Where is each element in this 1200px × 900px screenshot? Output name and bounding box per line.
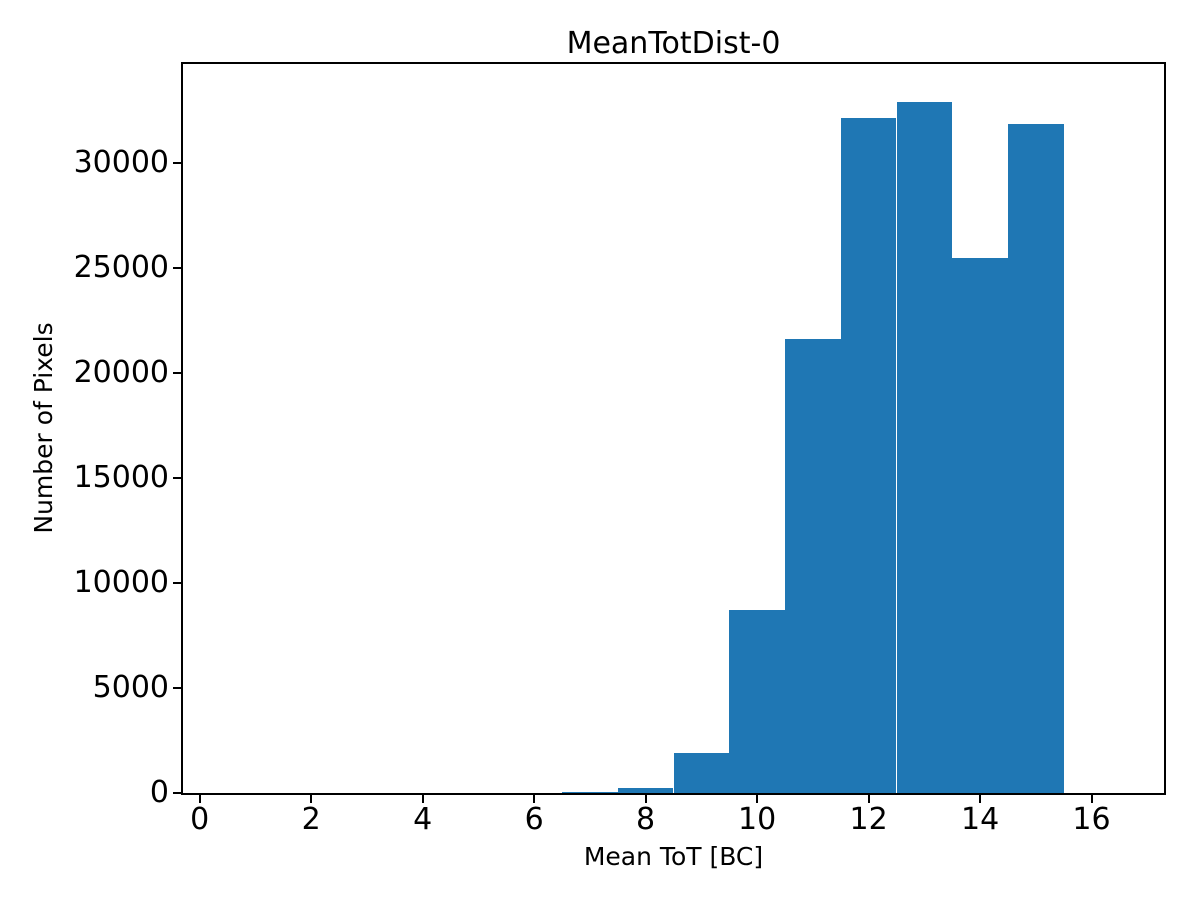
- x-tick-mark: [756, 795, 759, 803]
- histogram-bar: [840, 118, 897, 793]
- bars-container: [183, 64, 1164, 793]
- y-tick-label: 5000: [92, 670, 169, 705]
- x-tick-label: 10: [738, 802, 777, 837]
- histogram-bar: [1007, 124, 1064, 793]
- x-tick-mark: [310, 795, 313, 803]
- x-tick-label: 0: [190, 802, 210, 837]
- x-tick-mark: [533, 795, 536, 803]
- histogram-bar: [952, 257, 1008, 793]
- x-tick-mark: [979, 795, 982, 803]
- y-tick-label: 0: [149, 775, 169, 810]
- histogram-bar: [785, 338, 841, 793]
- x-tick-label: 6: [524, 802, 544, 837]
- x-tick-mark: [644, 795, 647, 803]
- y-tick-mark: [173, 687, 181, 689]
- x-tick-label: 16: [1072, 802, 1111, 837]
- histogram-bar: [673, 753, 730, 793]
- y-tick-mark: [173, 161, 181, 164]
- y-tick-mark: [173, 581, 181, 584]
- x-tick-label: 14: [961, 802, 1000, 837]
- histogram-bar: [729, 609, 785, 793]
- x-axis-label: Mean ToT [BC]: [583, 842, 764, 871]
- x-tick-label: 4: [413, 802, 433, 837]
- histogram-bar: [617, 788, 674, 793]
- x-tick-label: 2: [301, 802, 321, 837]
- histogram-bar: [896, 102, 953, 793]
- y-tick-mark: [173, 476, 181, 479]
- y-tick-label: 10000: [73, 564, 169, 600]
- x-tick-label: 8: [636, 802, 656, 837]
- x-tick-mark: [198, 795, 201, 803]
- y-tick-mark: [173, 266, 181, 269]
- y-tick-mark: [173, 371, 181, 374]
- chart-title: MeanTotDist-0: [566, 26, 781, 61]
- y-tick-label: 15000: [73, 459, 169, 495]
- x-tick-mark: [1090, 795, 1093, 803]
- y-tick-label: 30000: [73, 144, 169, 180]
- y-tick-label: 25000: [73, 249, 169, 285]
- x-tick-label: 12: [849, 802, 888, 837]
- histogram-bar: [562, 791, 618, 793]
- plot-area: [181, 62, 1166, 795]
- x-tick-mark: [421, 795, 424, 803]
- y-tick-mark: [173, 792, 181, 794]
- y-tick-label: 20000: [73, 354, 169, 390]
- x-tick-mark: [867, 795, 870, 803]
